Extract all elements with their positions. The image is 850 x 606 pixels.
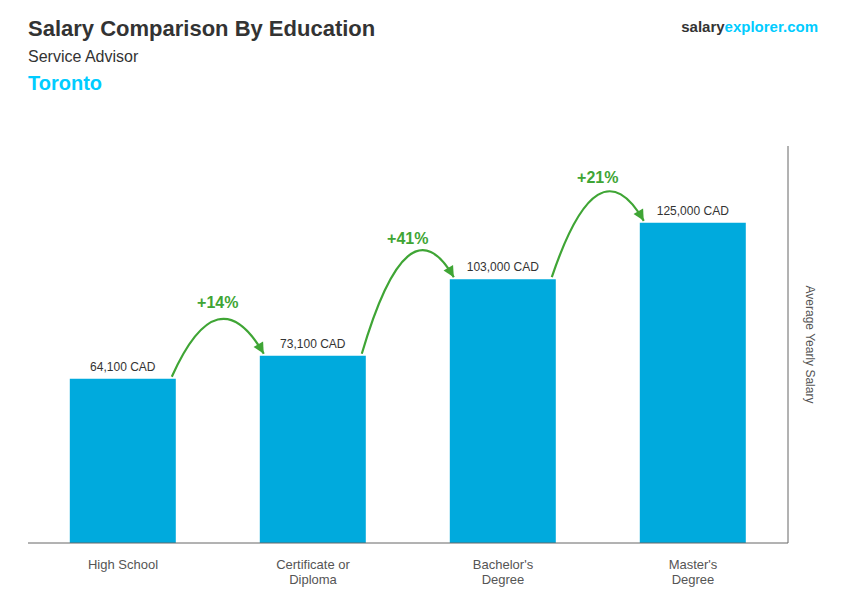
svg-text:+14%: +14% (197, 294, 238, 311)
html-text:Salary Comparison By Education: Salary Comparison By Education (28, 16, 376, 41)
svg-text:125,000 CAD: 125,000 CAD (657, 204, 729, 218)
html-text:Toronto: Toronto (28, 72, 102, 94)
svg-text:High School: High School (88, 557, 158, 572)
svg-text:Certificate orDiploma: Certificate orDiploma (276, 557, 350, 587)
html-text:salary explorer.com: salary explorer.com (681, 18, 818, 35)
svg-text:+21%: +21% (577, 169, 618, 186)
svg-text:Average Yearly Salary: Average Yearly Salary (803, 286, 817, 404)
svg-text:+41%: +41% (387, 230, 428, 247)
svg-text:Master'sDegree: Master'sDegree (669, 557, 718, 587)
svg-text:Bachelor'sDegree: Bachelor'sDegree (473, 557, 534, 587)
svg-text:64,100 CAD: 64,100 CAD (90, 360, 156, 374)
svg-text:103,000 CAD: 103,000 CAD (467, 260, 539, 274)
html-text:Service Advisor: Service Advisor (28, 48, 139, 65)
svg-text:73,100 CAD: 73,100 CAD (280, 337, 346, 351)
